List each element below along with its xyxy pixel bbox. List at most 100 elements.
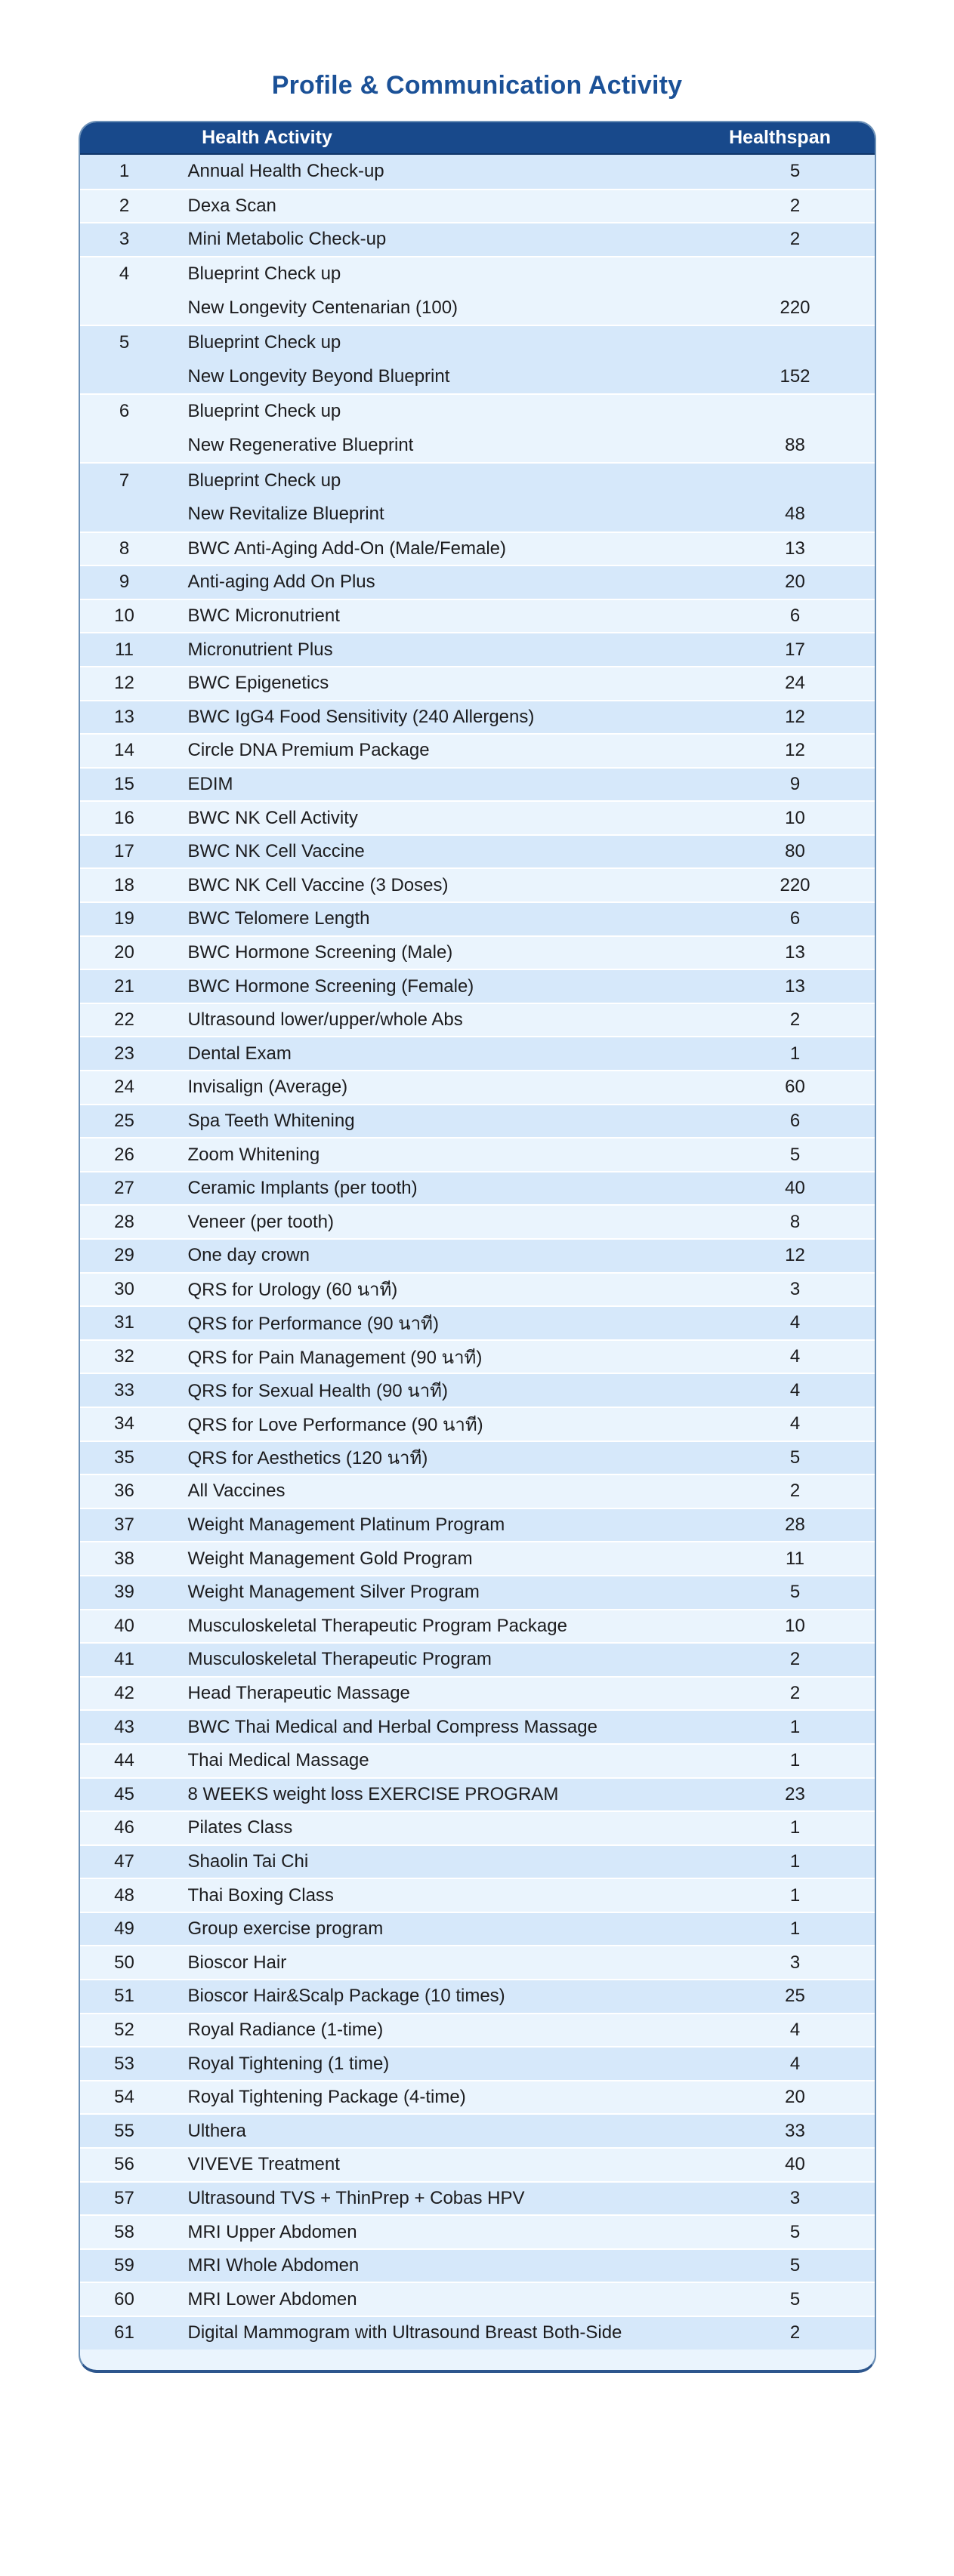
activity-name: QRS for Love Performance (90 นาที)	[187, 1414, 483, 1435]
row-number: 16	[114, 807, 134, 828]
header-cell-healthspan: Healthspan	[729, 127, 831, 148]
activity-name: Group exercise program	[187, 1918, 384, 1940]
row-number: 27	[114, 1178, 134, 1199]
healthspan-value: 12	[785, 1245, 805, 1266]
healthspan-value: 2	[789, 195, 801, 216]
healthspan-value: 11	[786, 1548, 804, 1569]
row-number: 4	[119, 263, 130, 285]
healthspan-value: 1	[789, 1043, 801, 1064]
table-row: 9 Anti-aging Add On Plus 20	[79, 565, 875, 599]
table-row: 53 Royal Tightening (1 time) 4	[79, 2046, 875, 2080]
activity-name: Bioscor Hair	[187, 1952, 287, 1973]
healthspan-value: 4	[789, 1312, 801, 1333]
healthspan-value: 1	[789, 1750, 801, 1771]
table-row: 37 Weight Management Platinum Program 28	[79, 1507, 875, 1542]
row-number: 13	[114, 706, 134, 727]
healthspan-value: 5	[789, 1582, 801, 1603]
activity-name: VIVEVE Treatment	[187, 2154, 340, 2175]
healthspan-value: 152	[780, 365, 810, 387]
table-row: 51 Bioscor Hair&Scalp Package (10 times) 2…	[79, 1979, 875, 2013]
activity-name: QRS for Pain Management (90 นาที)	[187, 1347, 483, 1368]
row-number: 15	[114, 773, 134, 794]
row-line-sub: New Revitalize Blueprint 48	[80, 498, 875, 532]
activity-name: BWC NK Cell Vaccine (3 Doses)	[187, 874, 449, 895]
table-row: 15 EDIM 9	[79, 766, 875, 801]
activity-name: QRS for Urology (60 นาที)	[187, 1280, 398, 1301]
activity-name: Anti-aging Add On Plus	[187, 572, 375, 593]
row-number: 6	[119, 401, 130, 422]
activity-name: BWC NK Cell Activity	[187, 807, 358, 828]
healthspan-value: 6	[789, 908, 801, 929]
healthspan-value: 6	[789, 605, 801, 627]
healthspan-value: 25	[785, 1986, 805, 2007]
activity-name: Blueprint Check up	[187, 263, 341, 285]
activity-name: MRI Lower Abdomen	[187, 2288, 357, 2309]
table-row: 59 MRI Whole Abdomen 5	[79, 2248, 875, 2282]
table-row: 2 Dexa Scan 2	[79, 188, 875, 223]
activity-name: Dexa Scan	[187, 195, 276, 216]
healthspan-value: 24	[785, 673, 805, 694]
activity-name: Musculoskeletal Therapeutic Program Pack…	[187, 1615, 567, 1636]
activity-name: Micronutrient Plus	[187, 639, 333, 660]
activity-name: Digital Mammogram with Ultrasound Breast…	[187, 2322, 622, 2343]
row-number: 20	[114, 941, 134, 963]
healthspan-value: 3	[789, 1278, 801, 1299]
table-row: 58 MRI Upper Abdomen 5	[79, 2214, 875, 2248]
activity-name: Ultrasound lower/upper/whole Abs	[187, 1009, 463, 1031]
activity-name: Weight Management Silver Program	[187, 1582, 480, 1603]
sub-activity-name: New Regenerative Blueprint	[187, 435, 414, 456]
activity-name: Thai Boxing Class	[187, 1884, 334, 1906]
row-number: 24	[114, 1077, 134, 1098]
row-number: 28	[114, 1211, 134, 1232]
table-row: 56 VIVEVE Treatment 40	[79, 2147, 875, 2181]
table-row: 26 Zoom Whitening 5	[79, 1137, 875, 1171]
row-line-main: 7 Blueprint Check up	[80, 464, 875, 498]
row-number: 31	[114, 1312, 134, 1333]
healthspan-value: 2	[789, 1649, 801, 1670]
row-number: 43	[114, 1716, 134, 1737]
activity-name: Musculoskeletal Therapeutic Program	[187, 1649, 492, 1670]
row-number: 36	[114, 1481, 134, 1502]
healthspan-value: 3	[789, 2187, 801, 2208]
row-number: 37	[114, 1514, 134, 1536]
healthspan-value: 2	[789, 1481, 801, 1502]
table-row: 52 Royal Radiance (1-time) 4	[79, 2012, 875, 2047]
table-row: 30 QRS for Urology (60 นาที) 3	[79, 1271, 875, 1306]
table-row: 40 Musculoskeletal Therapeutic Program Pa…	[79, 1608, 875, 1643]
table-row: 8 BWC Anti-Aging Add-On (Male/Female) 13	[79, 531, 875, 565]
activity-name: Ulthera	[187, 2120, 246, 2141]
activity-name: BWC Hormone Screening (Male)	[187, 941, 453, 963]
table-row: 54 Royal Tightening Package (4-time) 20	[79, 2079, 875, 2114]
table-row: 32 QRS for Pain Management (90 นาที) 4	[79, 1339, 875, 1373]
table-row: 27 Ceramic Implants (per tooth) 40	[79, 1170, 875, 1205]
row-number: 44	[114, 1750, 134, 1771]
row-line-sub: New Longevity Centenarian (100) 220	[80, 291, 875, 325]
activity-name: Shaolin Tai Chi	[187, 1850, 309, 1872]
table-row: 38 Weight Management Gold Program 11	[79, 1541, 875, 1575]
healthspan-value: 5	[789, 2255, 801, 2276]
table-row: 41 Musculoskeletal Therapeutic Program 2	[79, 1642, 875, 1676]
table-row: 10 BWC Micronutrient 6	[79, 598, 875, 633]
sub-activity-name: New Longevity Beyond Blueprint	[187, 365, 450, 387]
row-number: 46	[114, 1817, 134, 1838]
healthspan-value: 4	[789, 1413, 801, 1434]
activity-name: EDIM	[187, 773, 233, 794]
activity-name: Mini Metabolic Check-up	[187, 229, 387, 250]
table-row: 43 BWC Thai Medical and Herbal Compress M…	[79, 1709, 875, 1743]
healthspan-value: 2	[789, 1009, 801, 1031]
table-row: 13 BWC IgG4 Food Sensitivity (240 Allerge…	[79, 699, 875, 734]
activity-name: Thai Medical Massage	[187, 1750, 369, 1771]
table-row: 42 Head Therapeutic Massage 2	[79, 1675, 875, 1710]
table-row: 1 Annual Health Check-up 5	[79, 155, 875, 189]
activity-name: Head Therapeutic Massage	[187, 1683, 410, 1704]
healthspan-value: 5	[789, 1144, 801, 1165]
healthspan-value: 9	[789, 773, 801, 794]
activity-name: QRS for Aesthetics (120 นาที)	[187, 1448, 428, 1469]
healthspan-value: 4	[789, 1346, 801, 1367]
healthspan-value: 23	[785, 1783, 805, 1804]
activity-name: Annual Health Check-up	[187, 161, 384, 182]
row-number: 57	[114, 2187, 134, 2208]
table-row: 29 One day crown 12	[79, 1238, 875, 1272]
table-row: 50 Bioscor Hair 3	[79, 1945, 875, 1980]
healthspan-value: 3	[789, 1952, 801, 1973]
